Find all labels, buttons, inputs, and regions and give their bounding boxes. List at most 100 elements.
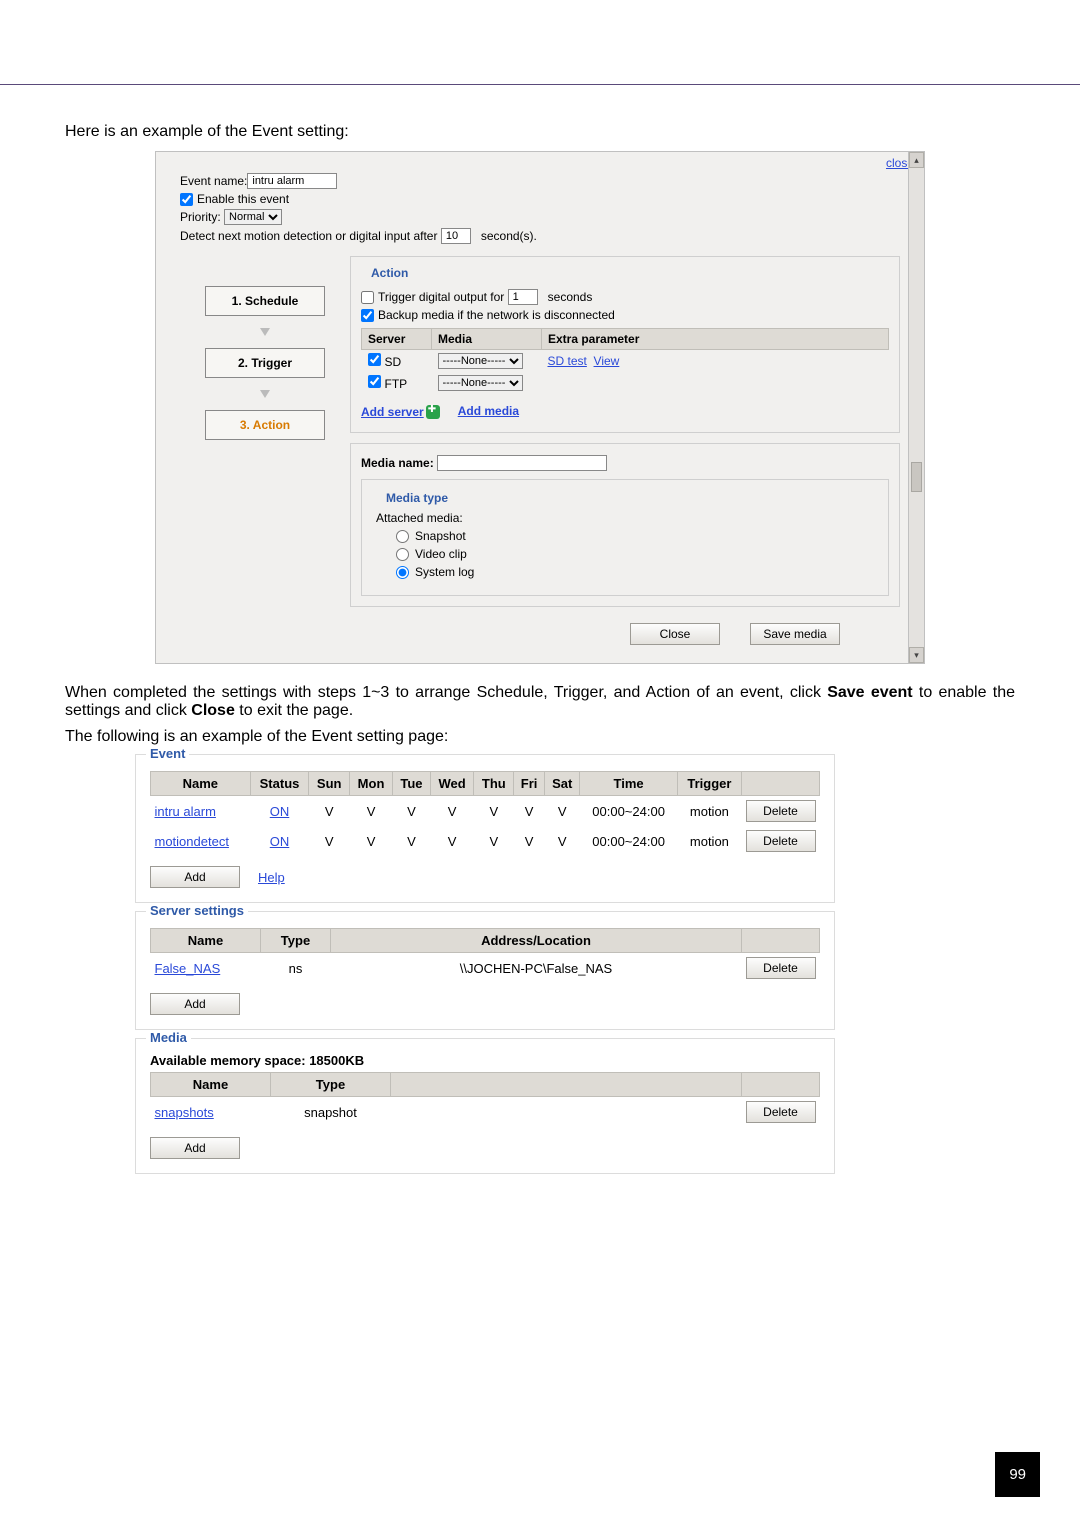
event-name-input[interactable]	[247, 173, 337, 189]
systemlog-label: System log	[415, 565, 474, 579]
col-server: Server	[362, 329, 432, 350]
add-event-button[interactable]: Add	[150, 866, 240, 888]
media-section-title: Media	[146, 1030, 191, 1045]
eh-sun: Sun	[309, 772, 350, 796]
available-memory: Available memory space: 18500KB	[150, 1053, 820, 1068]
enable-event-checkbox[interactable]	[180, 193, 193, 206]
close-button[interactable]: Close	[630, 623, 720, 645]
media-table: Name Type snapshots snapshot Delete	[150, 1072, 820, 1127]
paragraph-1: When completed the settings with steps 1…	[65, 684, 1015, 720]
server-section-title: Server settings	[146, 903, 248, 918]
mh-blank2	[742, 1073, 820, 1097]
event-settings-panel: close ▴ ▾ Event name: Enable this event …	[155, 151, 925, 664]
table-row: False_NAS ns \\JOCHEN-PC\False_NAS Delet…	[151, 953, 820, 984]
step-schedule[interactable]: 1. Schedule	[205, 286, 325, 316]
server-section: Server settings Name Type Address/Locati…	[135, 911, 835, 1030]
intro-text-2: The following is an example of the Event…	[65, 728, 1015, 746]
media-section: Media Available memory space: 18500KB Na…	[135, 1038, 835, 1174]
ftp-media-select[interactable]: -----None-----	[438, 375, 523, 391]
page: Here is an example of the Event setting:…	[0, 85, 1080, 1214]
delete-media-button[interactable]: Delete	[746, 1101, 816, 1123]
mh-name: Name	[151, 1073, 271, 1097]
backup-media-checkbox[interactable]	[361, 309, 374, 322]
add-server-button[interactable]: Add	[150, 993, 240, 1015]
action-legend: Action	[367, 266, 412, 280]
help-link[interactable]: Help	[258, 870, 285, 885]
mh-type: Type	[271, 1073, 391, 1097]
eh-status: Status	[250, 772, 309, 796]
snapshot-label: Snapshot	[415, 529, 466, 543]
plus-shield-icon	[426, 405, 440, 419]
sd-label: SD	[385, 355, 402, 369]
videoclip-radio[interactable]	[396, 548, 409, 561]
add-media-link[interactable]: Add media	[458, 404, 519, 418]
eh-trigger: Trigger	[677, 772, 741, 796]
detect-label-a: Detect next motion detection or digital …	[180, 229, 437, 243]
mh-blank1	[391, 1073, 742, 1097]
col-extra: Extra parameter	[542, 329, 889, 350]
eh-wed: Wed	[430, 772, 474, 796]
add-media-button[interactable]: Add	[150, 1137, 240, 1159]
systemlog-radio[interactable]	[396, 566, 409, 579]
snapshot-radio[interactable]	[396, 530, 409, 543]
table-row: intru alarm ON V V V V V V V 00:00~24:00…	[151, 796, 820, 827]
step-trigger[interactable]: 2. Trigger	[205, 348, 325, 378]
sd-view-link[interactable]: View	[594, 354, 620, 368]
event-link-2[interactable]: motiondetect	[155, 834, 229, 849]
server-link[interactable]: False_NAS	[155, 961, 221, 976]
media-name-input[interactable]	[437, 455, 607, 471]
event-link-1[interactable]: intru alarm	[155, 804, 216, 819]
eh-tue: Tue	[393, 772, 431, 796]
event-status-2[interactable]: ON	[270, 834, 290, 849]
event-table: Name Status Sun Mon Tue Wed Thu Fri Sat …	[150, 771, 820, 856]
sh-type: Type	[261, 929, 331, 953]
table-row: snapshots snapshot Delete	[151, 1097, 820, 1128]
delete-event-2[interactable]: Delete	[746, 830, 816, 852]
sd-checkbox[interactable]	[368, 353, 381, 366]
priority-label: Priority:	[180, 210, 221, 224]
table-row: SD -----None----- SD test View	[362, 350, 889, 373]
event-status-1[interactable]: ON	[270, 804, 290, 819]
server-table: Name Type Address/Location False_NAS ns …	[150, 928, 820, 983]
eh-time: Time	[580, 772, 677, 796]
sd-media-select[interactable]: -----None-----	[438, 353, 523, 369]
trigger-output-checkbox[interactable]	[361, 291, 374, 304]
eh-sat: Sat	[545, 772, 580, 796]
trigger-output-label-a: Trigger digital output for	[378, 290, 504, 304]
ftp-label: FTP	[385, 377, 408, 391]
ftp-checkbox[interactable]	[368, 375, 381, 388]
server-media-table: Server Media Extra parameter SD -----Non…	[361, 328, 889, 394]
media-link[interactable]: snapshots	[155, 1105, 214, 1120]
eh-name: Name	[151, 772, 251, 796]
step-action[interactable]: 3. Action	[205, 410, 325, 440]
arrow-down-icon	[260, 390, 270, 398]
eh-thu: Thu	[474, 772, 514, 796]
delete-event-1[interactable]: Delete	[746, 800, 816, 822]
backup-media-label: Backup media if the network is disconnec…	[378, 308, 615, 322]
eh-fri: Fri	[514, 772, 545, 796]
priority-select[interactable]: Normal	[224, 209, 282, 225]
sh-addr: Address/Location	[331, 929, 742, 953]
col-media: Media	[432, 329, 542, 350]
arrow-down-icon	[260, 328, 270, 336]
sd-test-link[interactable]: SD test	[548, 354, 587, 368]
media-type-fieldset: Media type Attached media: Snapshot Vide…	[361, 479, 889, 596]
attached-media-label: Attached media:	[376, 511, 874, 525]
sh-name: Name	[151, 929, 261, 953]
delete-server-button[interactable]: Delete	[746, 957, 816, 979]
videoclip-label: Video clip	[415, 547, 467, 561]
media-type-legend: Media type	[382, 491, 452, 505]
trigger-output-label-b: seconds	[548, 290, 593, 304]
steps-column: 1. Schedule 2. Trigger 3. Action	[180, 256, 350, 645]
intro-text-1: Here is an example of the Event setting:	[65, 123, 1015, 141]
media-fieldset: Media name: Media type Attached media: S…	[350, 443, 900, 607]
page-number: 99	[995, 1452, 1040, 1497]
sh-blank	[742, 929, 820, 953]
table-row: FTP -----None-----	[362, 372, 889, 394]
eh-blank	[742, 772, 820, 796]
save-media-button[interactable]: Save media	[750, 623, 840, 645]
trigger-output-seconds[interactable]	[508, 289, 538, 305]
add-server-link[interactable]: Add server	[361, 405, 424, 419]
action-fieldset: Action Trigger digital output for second…	[350, 256, 900, 433]
detect-seconds-input[interactable]	[441, 228, 471, 244]
